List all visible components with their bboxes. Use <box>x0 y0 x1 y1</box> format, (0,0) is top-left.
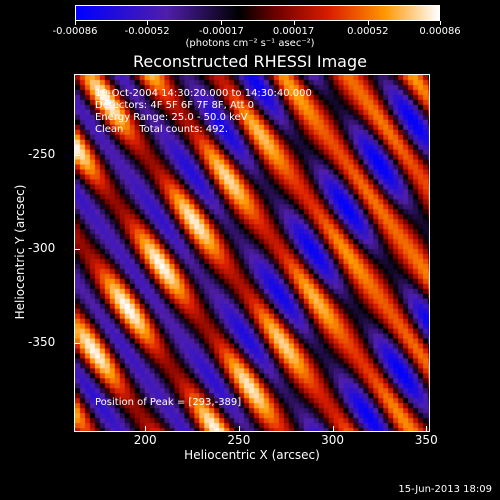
colorbar-tick-label: 0.00086 <box>419 26 461 37</box>
colorbar-gradient <box>76 6 439 20</box>
x-tick-label: 200 <box>133 433 157 447</box>
x-tick <box>426 426 428 432</box>
info-energy: Energy Range: 25.0 - 50.0 keV <box>95 112 248 123</box>
colorbar-tick-label: -0.00052 <box>124 26 170 37</box>
info-time-range: 19-Oct-2004 14:30:20.000 to 14:30:40.000 <box>95 88 312 99</box>
y-tick-label: -350 <box>28 335 56 350</box>
peak-position: Position of Peak = [293,-389] <box>95 397 242 408</box>
colorbar-tick <box>367 21 369 25</box>
x-tick-label: 300 <box>321 433 345 447</box>
colorbar-tick-label: -0.00017 <box>198 26 244 37</box>
colorbar-tick <box>147 21 149 25</box>
x-axis-label: Heliocentric X (arcsec) <box>184 448 320 462</box>
colorbar-tick <box>75 21 76 25</box>
x-tick <box>332 426 334 432</box>
y-tick-label: -300 <box>28 241 56 256</box>
info-clean: Clean Total counts: 492. <box>95 124 229 135</box>
colorbar-tick <box>221 21 223 25</box>
heatmap-plot: 19-Oct-2004 14:30:20.000 to 14:30:40.000… <box>74 74 430 432</box>
y-axis-label: Heliocentric Y (arcsec) <box>13 184 27 320</box>
heatmap-canvas <box>75 75 429 431</box>
x-tick-label: 350 <box>414 433 438 447</box>
x-tick <box>145 426 147 432</box>
image-title: Reconstructed RHESSI Image <box>133 52 367 71</box>
x-tick <box>238 426 240 432</box>
y-tick <box>74 249 80 251</box>
colorbar-tick <box>440 21 441 25</box>
timestamp-footer: 15-Jun-2013 18:09 <box>398 484 492 495</box>
colorbar-tick-label: 0.00052 <box>347 26 389 37</box>
colorbar <box>75 5 440 21</box>
y-tick <box>74 343 80 345</box>
x-tick-label: 250 <box>227 433 251 447</box>
info-detectors: Detectors: 4F 5F 6F 7F 8F, Att 0 <box>95 100 255 111</box>
y-tick-label: -250 <box>28 147 56 162</box>
colorbar-tick-label: 0.00017 <box>272 26 315 37</box>
y-tick <box>74 155 80 157</box>
colorbar-tick-label: -0.00086 <box>52 26 98 37</box>
colorbar-units: (photons cm⁻² s⁻¹ asec⁻²) <box>185 38 315 49</box>
colorbar-tick <box>293 21 295 25</box>
